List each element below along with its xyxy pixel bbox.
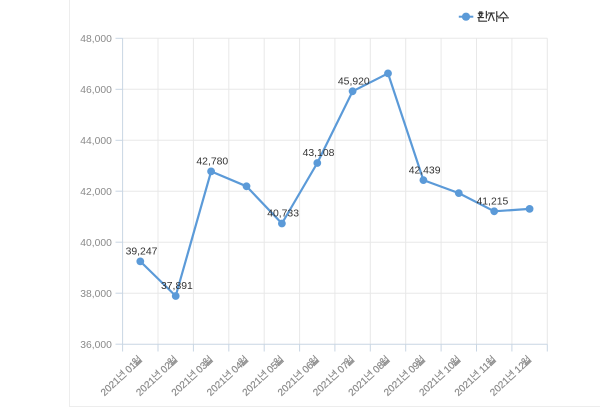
svg-text:42,439: 42,439: [409, 165, 441, 176]
svg-text:38,000: 38,000: [80, 289, 112, 300]
svg-text:42,000: 42,000: [80, 187, 112, 198]
svg-text:39,247: 39,247: [126, 247, 158, 258]
svg-text:44,000: 44,000: [80, 136, 112, 147]
svg-text:37,891: 37,891: [161, 281, 193, 292]
svg-text:42,780: 42,780: [196, 157, 228, 168]
svg-text:41,215: 41,215: [477, 197, 509, 208]
svg-text:40,000: 40,000: [80, 238, 112, 249]
svg-text:40,733: 40,733: [267, 209, 299, 220]
svg-text:36,000: 36,000: [80, 340, 112, 351]
svg-text:43,108: 43,108: [303, 148, 335, 159]
svg-text:45,920: 45,920: [338, 77, 370, 88]
svg-text:46,000: 46,000: [80, 85, 112, 96]
svg-text:48,000: 48,000: [80, 34, 112, 45]
